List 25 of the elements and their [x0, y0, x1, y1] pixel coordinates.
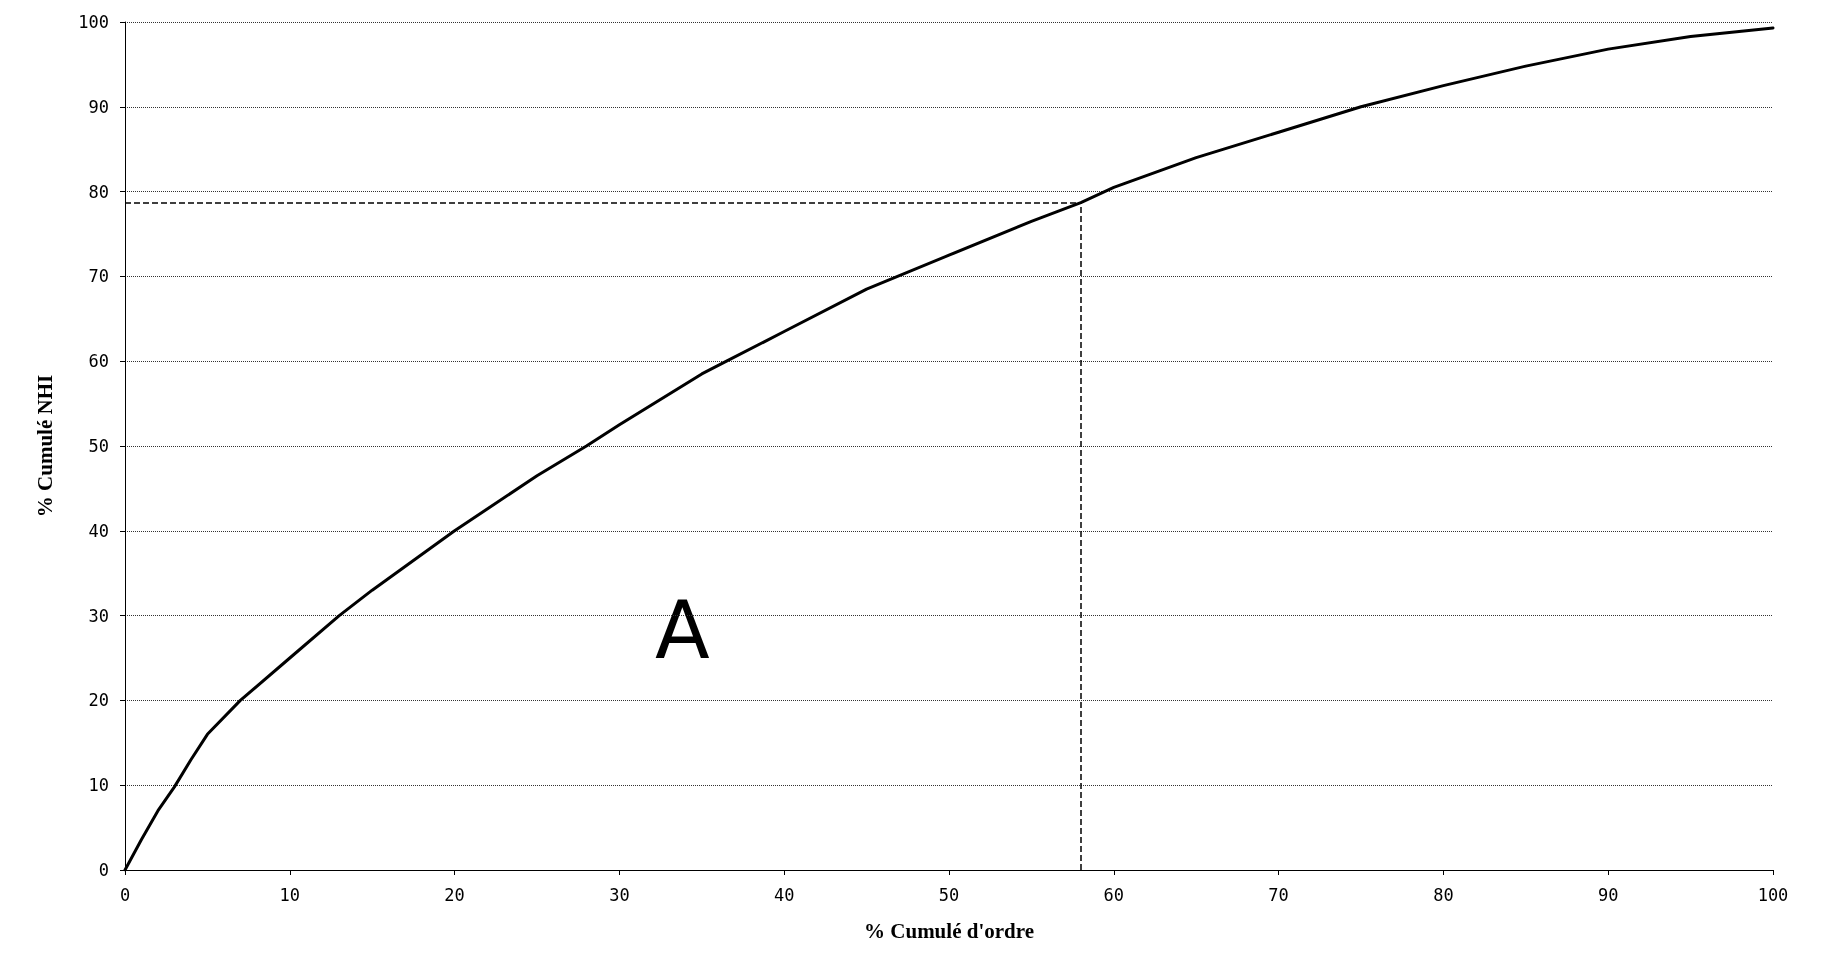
- y-axis-title: % Cumulé NHI: [32, 374, 57, 518]
- x-tick-label: 40: [773, 884, 795, 905]
- x-tick-label: 0: [119, 884, 131, 905]
- y-tick-label: 50: [88, 436, 109, 456]
- x-tick-label: 30: [609, 884, 630, 905]
- x-tick-label: 60: [1103, 884, 1125, 905]
- annotation: A: [655, 583, 710, 677]
- x-tick-label: 80: [1433, 884, 1454, 905]
- y-tick-label: 0: [98, 860, 109, 880]
- y-tick-label: 90: [88, 96, 109, 117]
- y-tick-label: 10: [88, 775, 109, 796]
- y-tick-label: 40: [88, 520, 109, 541]
- x-tick-label: 20: [444, 884, 465, 905]
- y-tick-label: 100: [78, 12, 109, 32]
- y-tick-label: 70: [88, 266, 109, 287]
- x-tick-label: 100: [1757, 884, 1789, 905]
- y-tick-label: 60: [88, 351, 109, 372]
- x-tick-label: 70: [1268, 884, 1289, 905]
- x-tick-label: 50: [938, 884, 960, 905]
- y-tick-label: 20: [88, 690, 109, 711]
- x-tick-label: 10: [279, 884, 301, 905]
- y-tick-label: 30: [88, 605, 109, 626]
- x-axis-title: % Cumulé d'ordre: [864, 918, 1034, 943]
- y-tick-label: 80: [88, 181, 109, 202]
- x-tick-label: 90: [1597, 884, 1619, 905]
